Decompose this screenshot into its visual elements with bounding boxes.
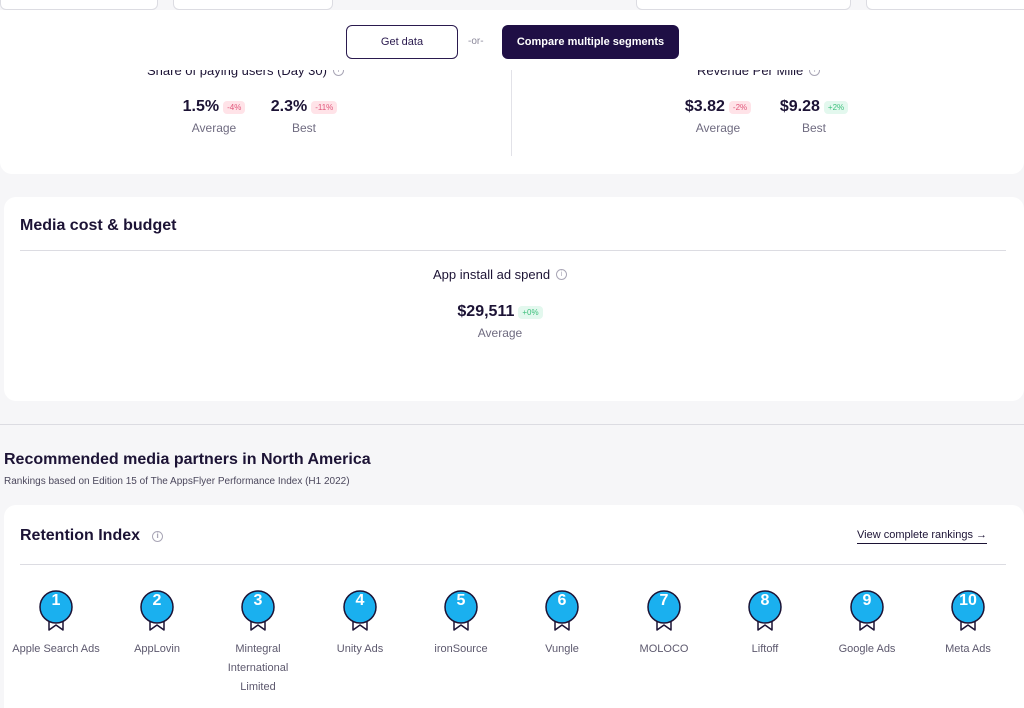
medal-icon: 10 (950, 590, 986, 632)
rank-number: 7 (659, 592, 669, 609)
media-cost-card: Media cost & budget App install ad spend… (4, 197, 1024, 401)
info-icon[interactable]: i (556, 269, 568, 280)
partner-name: Google Ads (838, 643, 896, 655)
view-rankings-link[interactable]: View complete rankings → (857, 529, 988, 544)
partner-item: 10 Meta Ads (918, 590, 1018, 659)
rank-number: 10 (959, 592, 977, 609)
stat-label: Best (291, 121, 316, 135)
rpm-best: $9.28 +2% Best (772, 98, 856, 135)
stat-label: Average (695, 121, 741, 135)
stat-label: Average (191, 121, 237, 135)
partner-item: 5 ironSource (411, 590, 511, 659)
change-badge: +0% (518, 305, 543, 319)
stat-value: $3.82 (684, 98, 725, 115)
stat-value: $9.28 (779, 98, 820, 115)
rank-number: 1 (51, 592, 61, 609)
divider (20, 250, 1006, 251)
medal-icon: 3 (240, 590, 276, 632)
paying-users-average: 1.5% -4% Average (172, 98, 256, 135)
stat-label: Best (801, 121, 826, 135)
partner-item: 9 Google Ads (817, 590, 917, 659)
medal-icon: 1 (38, 590, 74, 632)
action-bar: Get data -or- Compare multiple segments (0, 10, 1024, 70)
change-badge: -11% (311, 100, 338, 114)
partner-name: Liftoff (751, 643, 779, 655)
section-divider (0, 424, 1024, 425)
metric-title-text: App install ad spend (433, 267, 551, 282)
or-separator: -or- (468, 36, 484, 47)
retention-title: Retention Index i (20, 527, 164, 545)
partner-name: Mintegral International Limited (227, 643, 289, 693)
ad-spend-average: $29,511 +0% Average (440, 303, 560, 340)
stat-value: 2.3% (270, 98, 308, 115)
partner-item: 1 Apple Search Ads (6, 590, 106, 659)
retention-title-text: Retention Index (20, 527, 141, 544)
rank-number: 6 (557, 592, 567, 609)
recommended-title: Recommended media partners in North Amer… (4, 451, 371, 468)
paying-users-best: 2.3% -11% Best (262, 98, 346, 135)
media-cost-heading: Media cost & budget (20, 217, 177, 234)
rpm-average: $3.82 -2% Average (676, 98, 760, 135)
rank-number: 9 (862, 592, 872, 609)
rank-number: 5 (456, 592, 466, 609)
partner-name: ironSource (434, 643, 488, 655)
partner-name: Apple Search Ads (12, 643, 100, 655)
partner-item: 4 Unity Ads (310, 590, 410, 659)
retention-card: Retention Index i View complete rankings… (4, 505, 1024, 708)
rank-number: 3 (253, 592, 263, 609)
stat-value: 1.5% (182, 98, 220, 115)
partner-name: AppLovin (134, 643, 180, 655)
info-icon[interactable]: i (152, 530, 164, 542)
filter-field[interactable] (866, 0, 1024, 10)
filter-field[interactable] (173, 0, 333, 10)
stat-label: Average (477, 326, 523, 340)
medal-icon: 8 (747, 590, 783, 632)
partner-item: 7 MOLOCO (614, 590, 714, 659)
divider (511, 68, 512, 156)
divider (20, 564, 1006, 565)
partner-name: Vungle (545, 643, 579, 655)
medal-icon: 5 (443, 590, 479, 632)
partner-item: 2 AppLovin (107, 590, 207, 659)
rank-number: 2 (152, 592, 162, 609)
filter-field[interactable] (636, 0, 851, 10)
medal-icon: 6 (544, 590, 580, 632)
recommended-subtitle: Rankings based on Edition 15 of The Apps… (4, 476, 350, 487)
compare-segments-button[interactable]: Compare multiple segments (502, 25, 679, 59)
partner-name: MOLOCO (639, 643, 689, 655)
change-badge: -4% (223, 100, 246, 114)
partner-name: Meta Ads (945, 643, 991, 655)
get-data-button[interactable]: Get data (346, 25, 458, 59)
partner-item: 3 Mintegral International Limited (208, 590, 308, 697)
partner-item: 8 Liftoff (715, 590, 815, 659)
medal-icon: 9 (849, 590, 885, 632)
partner-name: Unity Ads (336, 643, 384, 655)
medal-icon: 4 (342, 590, 378, 632)
rank-number: 8 (760, 592, 770, 609)
top-metrics-card: Share of paying users (Day 30) i 1.5% -4… (0, 60, 1024, 174)
medal-icon: 7 (646, 590, 682, 632)
change-badge: +2% (823, 100, 849, 114)
medal-icon: 2 (139, 590, 175, 632)
rank-number: 4 (355, 592, 365, 609)
stat-value: $29,511 (457, 303, 515, 320)
filter-field[interactable] (0, 0, 158, 10)
change-badge: -2% (728, 100, 752, 114)
ad-spend-title: App install ad spend i (433, 267, 568, 282)
partner-item: 6 Vungle (512, 590, 612, 659)
